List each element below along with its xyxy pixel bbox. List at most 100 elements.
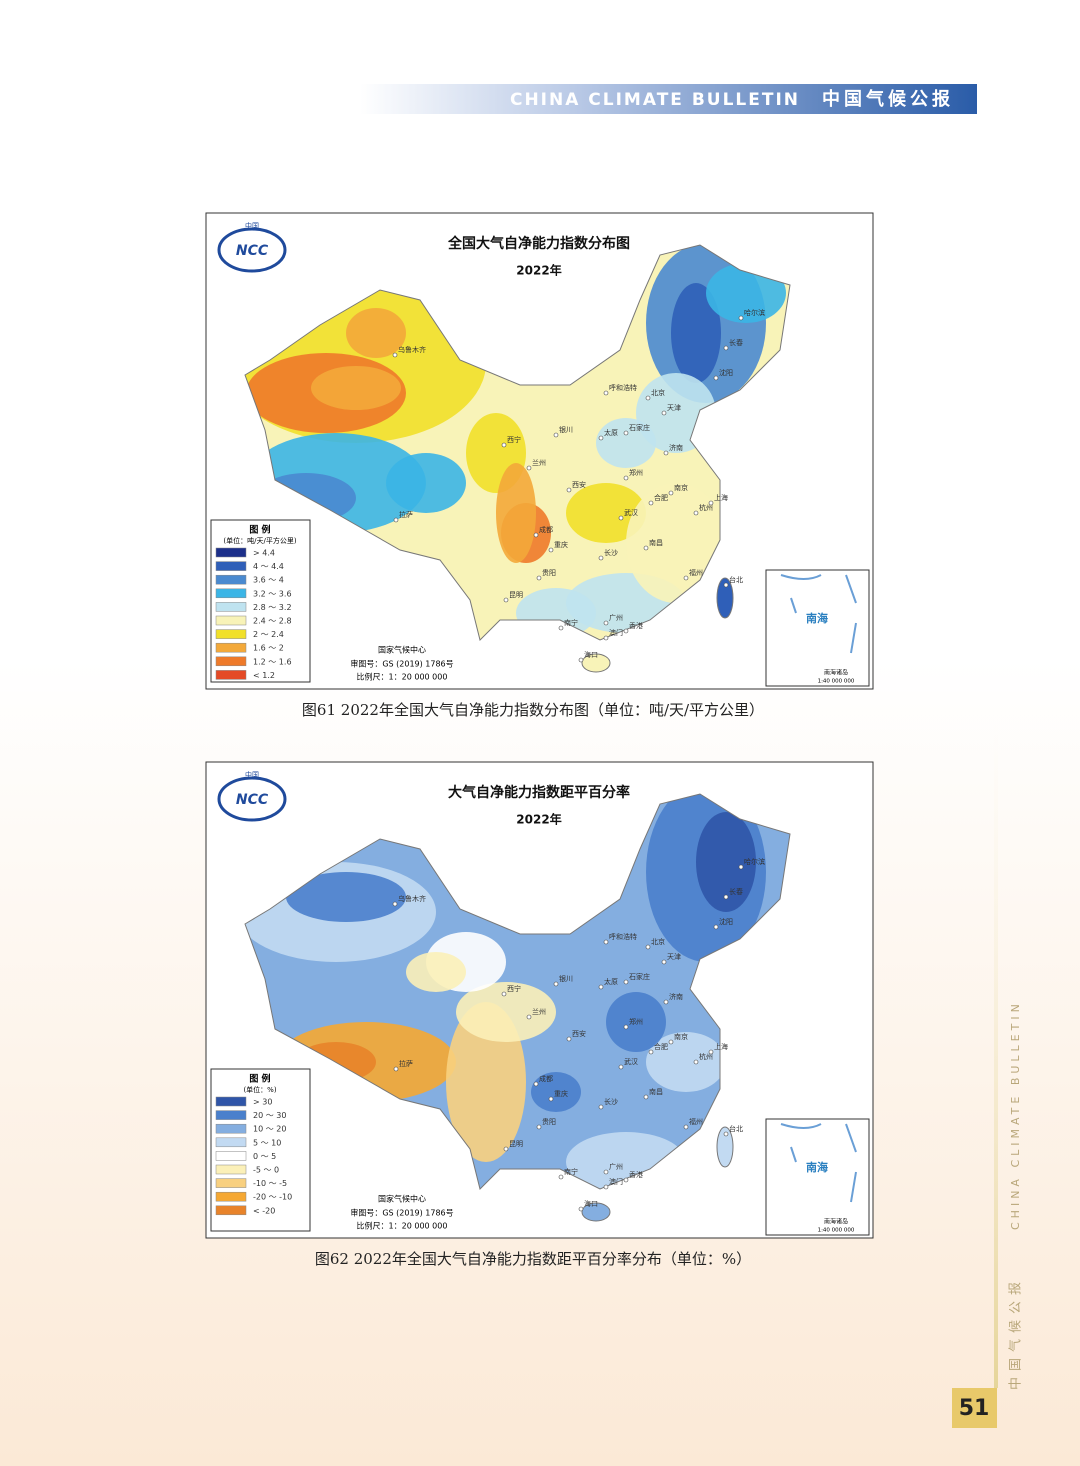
figure-caption: 图62 2022年全国大气自净能力指数距平百分率分布（单位：%） <box>315 1250 751 1268</box>
inset-title: 南海 <box>806 1160 828 1174</box>
city-label: 济南 <box>669 443 683 452</box>
logo-text: NCC <box>236 792 269 808</box>
legend-swatch <box>215 1205 247 1216</box>
city-dot <box>623 1177 629 1183</box>
city-dot <box>603 1184 609 1190</box>
city-label: 北京 <box>651 937 665 946</box>
map-title: 大气自净能力指数距平百分率 <box>448 784 630 801</box>
legend-unit: (单位：吨/天/平方公里) <box>223 536 296 545</box>
legend-swatch <box>215 670 247 680</box>
taiwan <box>716 577 734 619</box>
city-label: 台北 <box>729 575 743 584</box>
city-label: 拉萨 <box>399 510 413 519</box>
city-label: 兰州 <box>532 1007 546 1016</box>
city-dot <box>623 979 629 985</box>
header-title-cn: 中国气候公报 <box>822 88 954 110</box>
agency: 国家气候中心 <box>378 645 426 655</box>
city-dot <box>533 532 539 538</box>
header-title-en: CHINA CLIMATE BULLETIN <box>510 90 800 110</box>
city-label: 沈阳 <box>719 917 733 926</box>
inset-box <box>765 569 870 687</box>
city-label: 武汉 <box>624 508 638 517</box>
hainan <box>581 653 611 673</box>
city-label: 南京 <box>674 1032 688 1041</box>
city-label: 西安 <box>572 1029 586 1038</box>
inset-box <box>765 1118 870 1236</box>
city-label: 呼和浩特 <box>609 383 637 392</box>
legend-label: < 1.2 <box>253 671 275 680</box>
city-label: 成都 <box>539 525 553 534</box>
city-label: 兰州 <box>532 458 546 467</box>
city-label: 上海 <box>714 493 728 502</box>
inset-label: 南海诸岛 <box>824 1218 848 1226</box>
city-label: 广州 <box>609 1162 623 1171</box>
legend-label: > 4.4 <box>253 549 275 558</box>
city-dot <box>723 582 729 588</box>
figure: 乌鲁木齐拉萨西宁兰州银川呼和浩特北京天津石家庄太原济南郑州西安成都重庆贵阳昆明南… <box>205 761 874 1268</box>
legend-swatch <box>215 1096 247 1107</box>
map-year: 2022年 <box>516 812 561 827</box>
city-dot <box>548 1096 554 1102</box>
city-label: 澳门 <box>609 1177 623 1186</box>
city-label: 济南 <box>669 992 683 1001</box>
city-dot <box>683 575 689 581</box>
city-dot <box>598 984 604 990</box>
figures: 乌鲁木齐拉萨西宁兰州银川呼和浩特北京天津石家庄太原济南郑州西安成都重庆贵阳昆明南… <box>205 212 874 1268</box>
legend-label: < -20 <box>253 1206 275 1215</box>
legend-label: -10 ～ -5 <box>253 1179 287 1188</box>
legend-label: -20 ～ -10 <box>253 1193 292 1202</box>
city-dot <box>645 395 651 401</box>
map-region <box>346 308 406 358</box>
city-label: 贵阳 <box>542 568 556 577</box>
city-dot <box>708 500 714 506</box>
map-region <box>626 483 726 603</box>
legend-swatch <box>215 1110 247 1120</box>
city-label: 石家庄 <box>629 423 650 432</box>
inset-title: 南海 <box>806 611 828 625</box>
city-label: 南宁 <box>564 618 578 627</box>
legend-swatch <box>215 656 247 667</box>
legend-swatch <box>215 629 247 639</box>
city-label: 乌鲁木齐 <box>398 345 426 354</box>
map-region <box>311 366 401 410</box>
legend-unit: (单位：%) <box>243 1085 276 1094</box>
legend-swatch <box>215 1178 247 1188</box>
city-dot <box>738 864 744 870</box>
city-label: 太原 <box>604 977 618 986</box>
city-dot <box>723 1131 729 1137</box>
logo-text: NCC <box>236 243 269 259</box>
legend-swatch <box>215 1137 247 1148</box>
city-dot <box>553 981 559 987</box>
city-label: 海口 <box>584 650 598 659</box>
city-dot <box>623 628 629 634</box>
city-dot <box>723 345 729 351</box>
city-dot <box>645 944 651 950</box>
logo-top: 中国 <box>245 770 259 779</box>
city-label: 海口 <box>584 1199 598 1208</box>
city-dot <box>708 1049 714 1055</box>
city-label: 天津 <box>667 404 681 412</box>
map-region <box>671 283 721 383</box>
legend-swatch <box>215 1151 247 1161</box>
legend-swatch <box>215 561 247 571</box>
city-label: 太原 <box>604 428 618 437</box>
city-dot <box>668 1039 674 1045</box>
page-number: 51 <box>959 1396 990 1421</box>
city-dot <box>501 442 507 448</box>
city-dot <box>503 597 509 603</box>
map-region <box>456 982 556 1042</box>
city-label: 南昌 <box>649 538 663 547</box>
city-label: 银川 <box>559 974 573 983</box>
map-region <box>696 812 756 912</box>
city-label: 长春 <box>729 887 743 896</box>
city-label: 香港 <box>629 1170 643 1179</box>
city-label: 南京 <box>674 483 688 492</box>
legend-label: 0 ～ 5 <box>253 1152 276 1161</box>
legend-label: 2.4 ～ 2.8 <box>253 617 292 626</box>
city-label: 成都 <box>539 1074 553 1083</box>
header-bar <box>360 84 977 114</box>
city-dot <box>603 939 609 945</box>
side-title-cn: 中国气候公报 <box>1008 1276 1024 1390</box>
city-dot <box>603 620 609 626</box>
review-number: 审图号：GS (2019) 1786号 <box>350 659 453 669</box>
